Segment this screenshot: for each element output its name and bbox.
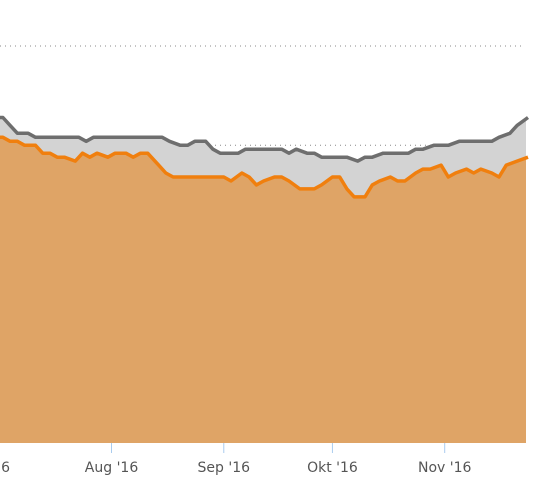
- x-tick-label: Okt '16: [307, 460, 358, 476]
- x-tick-label: '16: [0, 460, 10, 476]
- area-fills: [0, 117, 528, 443]
- lower-series-area: [0, 137, 528, 443]
- series-lines: [0, 115, 530, 199]
- x-tick-label: Nov '16: [418, 460, 472, 476]
- x-tick-label: Sep '16: [198, 460, 251, 476]
- lower-series-line: [0, 135, 529, 199]
- x-axis: '16 Aug '16 Sep '16 Okt '16 Nov '16: [0, 443, 472, 476]
- upper-series-line: [0, 115, 530, 163]
- x-tick-label: Aug '16: [85, 460, 139, 476]
